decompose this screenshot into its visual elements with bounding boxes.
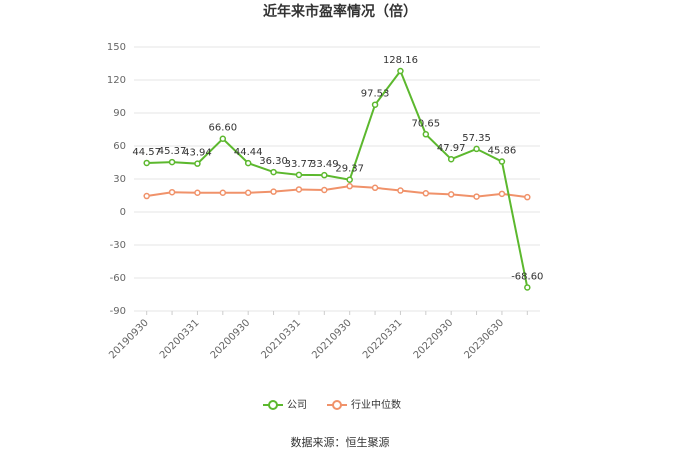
data-label: 128.16 <box>383 55 418 66</box>
point <box>270 188 277 195</box>
point <box>473 145 480 153</box>
chart-title: 近年来市盈率情况（倍） <box>263 3 417 20</box>
point <box>168 188 176 196</box>
point <box>422 190 430 197</box>
y-tick-label: 0 <box>120 207 126 218</box>
data-label: 70.65 <box>411 118 440 129</box>
x-tick-label: 20200331 <box>158 317 202 361</box>
data-label: 57.35 <box>462 133 491 144</box>
y-tick-label: -60 <box>110 273 126 284</box>
point <box>244 159 252 167</box>
point <box>321 186 328 194</box>
point <box>295 186 303 193</box>
point <box>422 131 430 138</box>
point <box>194 160 201 167</box>
data-label: -68.60 <box>511 271 543 282</box>
data-label: 47.97 <box>437 143 466 154</box>
legend-label: 行业中位数 <box>351 398 401 411</box>
point <box>143 192 150 200</box>
source-note: 数据来源：恒生聚源 <box>291 435 390 449</box>
x-tick-label: 20220331 <box>361 317 405 361</box>
data-label: 29.37 <box>335 164 364 175</box>
legend-marker <box>332 400 342 410</box>
series-line <box>146 69 529 288</box>
point <box>346 176 353 183</box>
y-tick-label: 120 <box>107 75 126 86</box>
point <box>524 284 531 291</box>
data-label: 97.53 <box>361 89 390 100</box>
point <box>321 171 328 179</box>
y-tick-label: -30 <box>110 240 126 251</box>
x-tick-label: 20210331 <box>259 317 303 361</box>
point <box>447 155 455 163</box>
y-tick-label: 30 <box>113 174 126 185</box>
point <box>498 190 506 198</box>
point <box>397 187 404 194</box>
series-line <box>146 185 528 199</box>
x-tick-label: 20190930 <box>107 317 151 361</box>
point <box>270 168 277 176</box>
point <box>219 135 227 142</box>
point <box>168 158 176 166</box>
data-label: 66.60 <box>208 123 237 134</box>
legend-marker <box>268 400 278 410</box>
y-tick-label: 60 <box>113 141 126 152</box>
legend-label: 公司 <box>287 400 307 411</box>
x-tick-label: 20230630 <box>462 317 506 361</box>
point <box>143 159 150 167</box>
point <box>194 189 201 196</box>
data-label: 36.30 <box>259 156 288 167</box>
data-label: 44.44 <box>234 147 263 158</box>
point <box>473 193 480 200</box>
x-tick-label: 20200930 <box>209 317 253 361</box>
x-tick-label: 20220930 <box>412 317 456 361</box>
point <box>295 171 303 179</box>
point <box>447 191 455 198</box>
point <box>219 189 227 196</box>
point <box>346 182 353 190</box>
data-label: 44.57 <box>132 147 161 158</box>
y-tick-label: 90 <box>113 108 126 119</box>
data-label: 45.37 <box>158 146 187 157</box>
point <box>244 189 252 196</box>
data-label: 33.77 <box>285 159 314 170</box>
point <box>371 184 379 192</box>
point <box>524 193 531 201</box>
x-tick-label: 20210930 <box>310 317 354 361</box>
point <box>498 158 506 165</box>
y-tick-label: 150 <box>107 42 126 53</box>
data-label: 45.86 <box>488 146 517 157</box>
data-label: 33.49 <box>310 159 339 170</box>
point <box>371 101 379 108</box>
point <box>397 67 404 75</box>
data-label: 43.94 <box>183 148 212 159</box>
y-tick-label: -90 <box>110 306 126 317</box>
